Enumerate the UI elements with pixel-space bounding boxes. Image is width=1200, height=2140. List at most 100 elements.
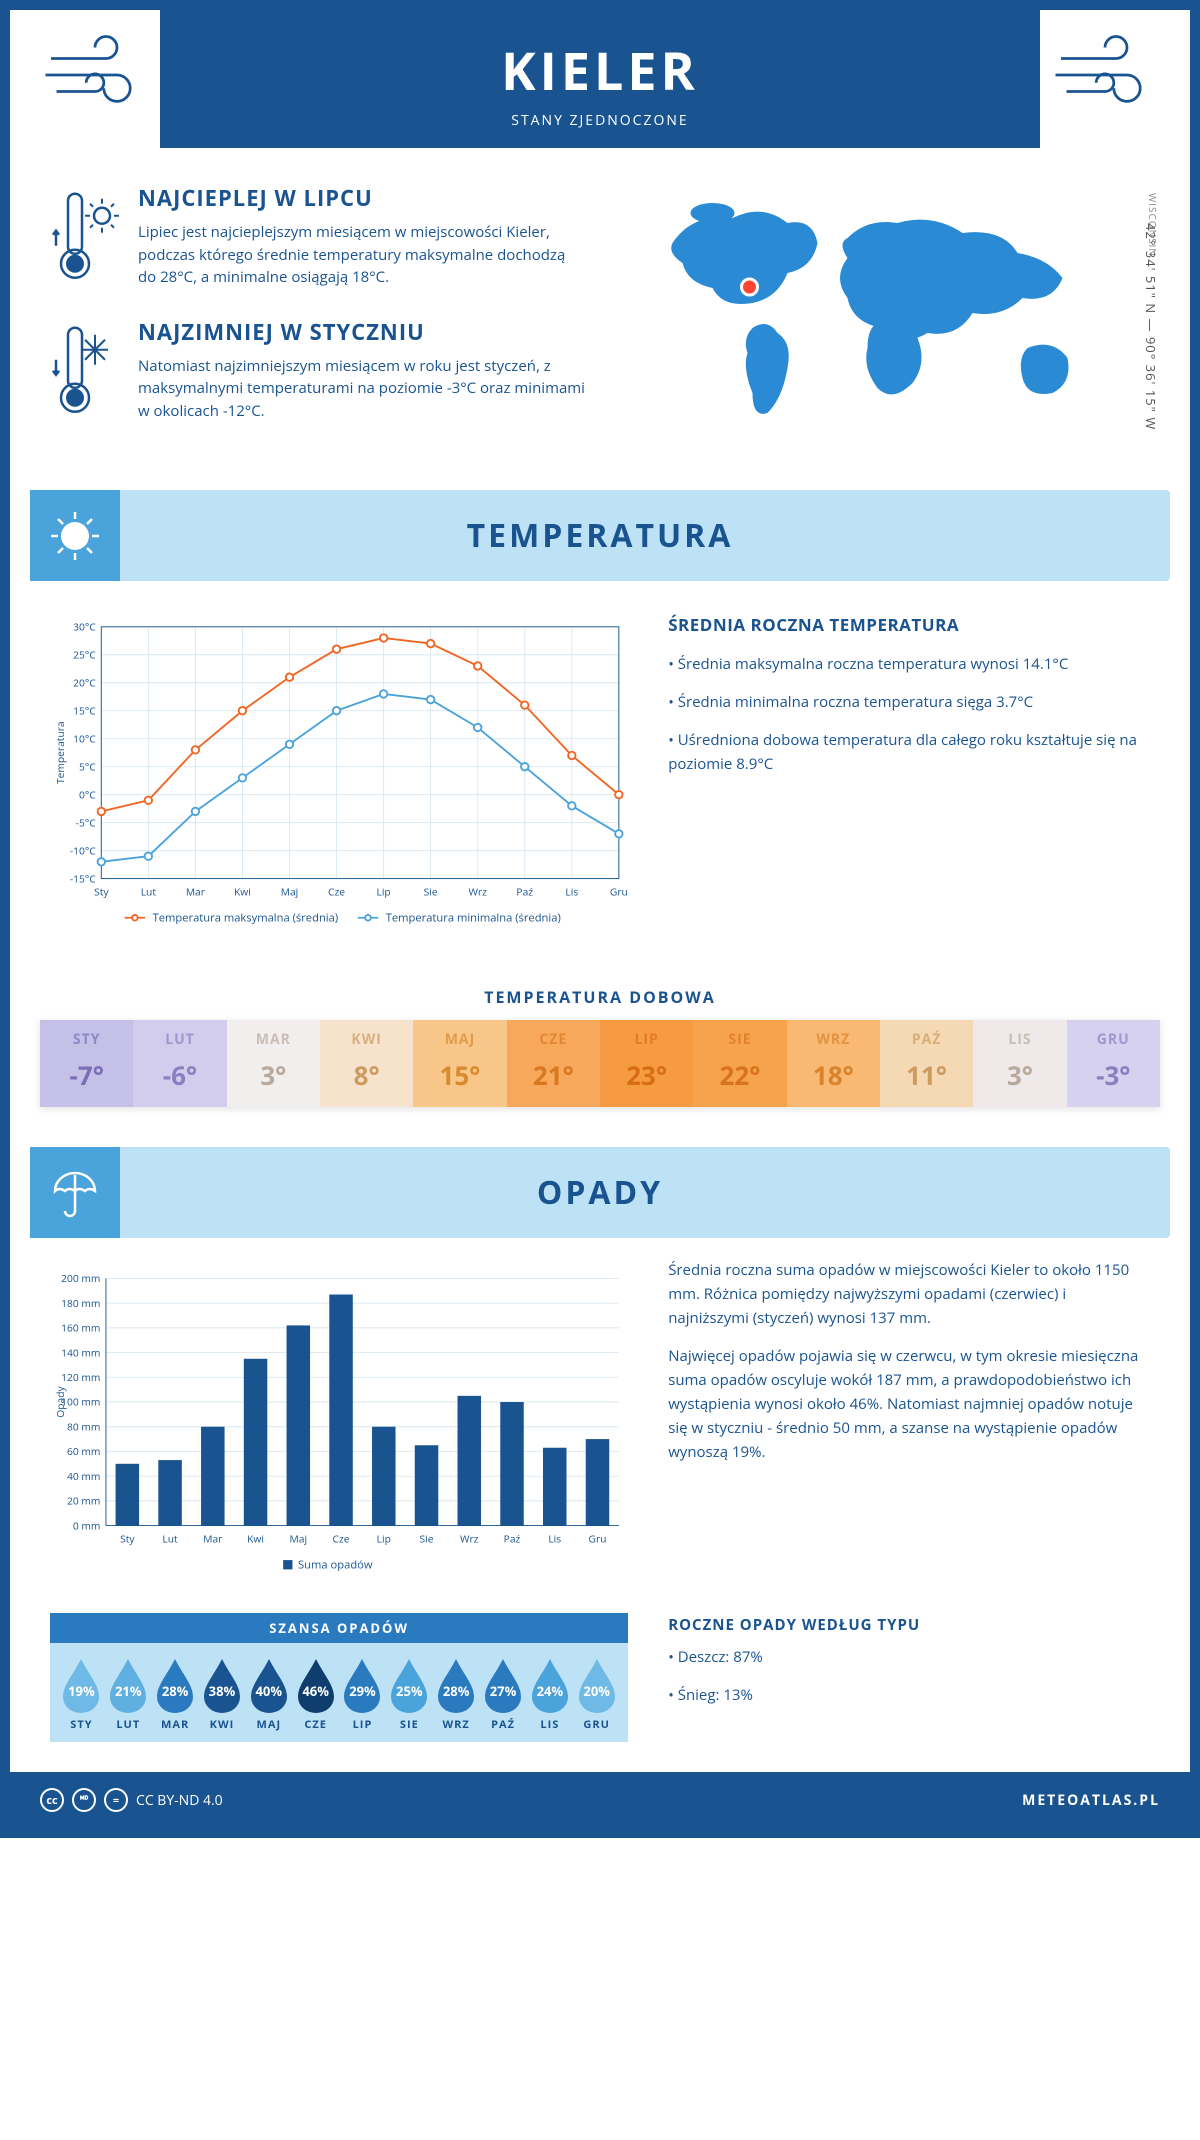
coldest-title: NAJZIMNIEJ W STYCZNIU (138, 317, 585, 347)
location-marker (742, 279, 758, 295)
month-cell: LUT-6° (133, 1020, 226, 1107)
month-cell: CZE21° (507, 1020, 600, 1107)
temperature-section-header: TEMPERATURA (30, 490, 1170, 581)
month-cell: MAR3° (227, 1020, 320, 1107)
rain-drop: 40%MAJ (246, 1657, 292, 1732)
brand-label: METEOATLAS.PL (1022, 1791, 1160, 1810)
rain-drop: 21%LUT (105, 1657, 151, 1732)
wind-icon (40, 35, 150, 115)
sun-icon (30, 490, 120, 581)
svg-text:Cze: Cze (328, 885, 345, 899)
month-cell: KWI8° (320, 1020, 413, 1107)
svg-text:10°C: 10°C (73, 732, 96, 746)
rain-drop: 20%GRU (574, 1657, 620, 1732)
svg-text:Maj: Maj (281, 885, 299, 899)
svg-text:80 mm: 80 mm (67, 1420, 100, 1434)
warmest-text: Lipiec jest najcieplejszym miesiącem w m… (138, 221, 585, 289)
svg-text:Kwi: Kwi (234, 885, 251, 899)
svg-text:180 mm: 180 mm (61, 1297, 100, 1311)
coldest-summary: NAJZIMNIEJ W STYCZNIU Natomiast najzimni… (50, 317, 585, 423)
rain-drop: 25%SIE (386, 1657, 432, 1732)
rain-drop: 24%LIS (527, 1657, 573, 1732)
month-cell: STY-7° (40, 1020, 133, 1107)
coldest-text: Natomiast najzimniejszym miesiącem w rok… (138, 355, 585, 423)
svg-text:-10°C: -10°C (70, 844, 96, 858)
daily-temp-title: TEMPERATURA DOBOWA (10, 986, 1190, 1008)
svg-text:Gru: Gru (589, 1532, 607, 1546)
daily-temp-grid: STY-7°LUT-6°MAR3°KWI8°MAJ15°CZE21°LIP23°… (40, 1020, 1160, 1107)
svg-text:Sty: Sty (94, 885, 109, 899)
city-title: KIELER (160, 35, 1040, 106)
rain-drop: 38%KWI (199, 1657, 245, 1732)
svg-text:Wrz: Wrz (460, 1532, 479, 1546)
svg-text:Mar: Mar (186, 885, 206, 899)
svg-text:140 mm: 140 mm (61, 1346, 100, 1360)
svg-text:Lis: Lis (565, 885, 578, 899)
rain-drop: 28%WRZ (433, 1657, 479, 1732)
svg-text:0 mm: 0 mm (73, 1519, 101, 1533)
temperature-line-chart: -15°C -10°C -5°C 0°C 5°C 10°C 15°C 20°C 25°C 30°C… (50, 611, 628, 946)
svg-text:Temperatura: Temperatura (54, 721, 68, 784)
world-map (615, 183, 1150, 443)
rain-drop: 27%PAŹ (480, 1657, 526, 1732)
svg-text:Lip: Lip (376, 885, 390, 899)
svg-text:-15°C: -15°C (70, 872, 96, 886)
rain-drop: 29%LIP (339, 1657, 385, 1732)
month-cell: PAŹ11° (880, 1020, 973, 1107)
country-subtitle: STANY ZJEDNOCZONE (160, 111, 1040, 130)
thermometer-cold-icon (50, 317, 120, 423)
svg-text:Paź: Paź (504, 1532, 521, 1546)
warmest-title: NAJCIEPLEJ W LIPCU (138, 183, 585, 213)
license-badge: cc🅫= CC BY-ND 4.0 (40, 1788, 223, 1812)
svg-text:Opady: Opady (54, 1385, 68, 1417)
svg-text:200 mm: 200 mm (61, 1272, 100, 1286)
rain-probability-panel: SZANSA OPADÓW 19%STY21%LUT28%MAR38%KWI40… (50, 1613, 628, 1742)
month-cell: LIP23° (600, 1020, 693, 1107)
temperature-summary: ŚREDNIA ROCZNA TEMPERATURA • Średnia mak… (668, 611, 1150, 946)
month-cell: SIE22° (693, 1020, 786, 1107)
svg-text:120 mm: 120 mm (61, 1371, 100, 1385)
warmest-summary: NAJCIEPLEJ W LIPCU Lipiec jest najcieple… (50, 183, 585, 289)
footer: cc🅫= CC BY-ND 4.0 METEOATLAS.PL (10, 1772, 1190, 1828)
svg-text:Lut: Lut (141, 885, 157, 899)
svg-text:Kwi: Kwi (247, 1532, 264, 1546)
svg-text:Mar: Mar (203, 1532, 223, 1546)
svg-text:Paź: Paź (516, 885, 533, 899)
month-cell: LIS3° (973, 1020, 1066, 1107)
header-banner: KIELER STANY ZJEDNOCZONE (160, 10, 1040, 148)
rain-drop: 28%MAR (152, 1657, 198, 1732)
month-cell: MAJ15° (413, 1020, 506, 1107)
svg-text:Maj: Maj (290, 1532, 308, 1546)
month-cell: WRZ18° (787, 1020, 880, 1107)
svg-text:5°C: 5°C (79, 760, 96, 774)
svg-text:-5°C: -5°C (76, 816, 97, 830)
precipitation-section-header: OPADY (30, 1147, 1170, 1238)
svg-text:Sie: Sie (420, 1532, 434, 1546)
svg-text:15°C: 15°C (73, 704, 96, 718)
month-cell: GRU-3° (1067, 1020, 1160, 1107)
svg-text:Lis: Lis (548, 1532, 561, 1546)
svg-text:60 mm: 60 mm (67, 1445, 100, 1459)
rain-type-title: ROCZNE OPADY WEDŁUG TYPU (668, 1613, 1150, 1637)
svg-text:20°C: 20°C (73, 676, 96, 690)
svg-text:Temperatura maksymalna (średni: Temperatura maksymalna (średnia) (153, 910, 339, 925)
svg-text:Sie: Sie (424, 885, 438, 899)
svg-text:30°C: 30°C (73, 621, 96, 635)
svg-text:Suma opadów: Suma opadów (298, 1557, 373, 1572)
svg-text:Gru: Gru (610, 885, 628, 899)
svg-text:160 mm: 160 mm (61, 1322, 100, 1336)
rain-drop: 46%CZE (293, 1657, 339, 1732)
svg-text:40 mm: 40 mm (67, 1470, 100, 1484)
precipitation-summary: Średnia roczna suma opadów w miejscowośc… (668, 1258, 1150, 1593)
svg-text:Temperatura minimalna (średnia: Temperatura minimalna (średnia) (386, 910, 561, 925)
coordinates: 42° 34' 51" N — 90° 36' 15" W (1142, 223, 1160, 430)
precipitation-bar-chart: 0 mm20 mm40 mm60 mm80 mm100 mm120 mm140 … (50, 1258, 628, 1593)
wind-icon (1050, 35, 1160, 115)
svg-text:Wrz: Wrz (468, 885, 487, 899)
thermometer-hot-icon (50, 183, 120, 289)
svg-text:25°C: 25°C (73, 648, 96, 662)
svg-text:0°C: 0°C (79, 788, 96, 802)
svg-text:20 mm: 20 mm (67, 1495, 100, 1509)
rain-drop: 19%STY (58, 1657, 104, 1732)
umbrella-icon (30, 1147, 120, 1238)
